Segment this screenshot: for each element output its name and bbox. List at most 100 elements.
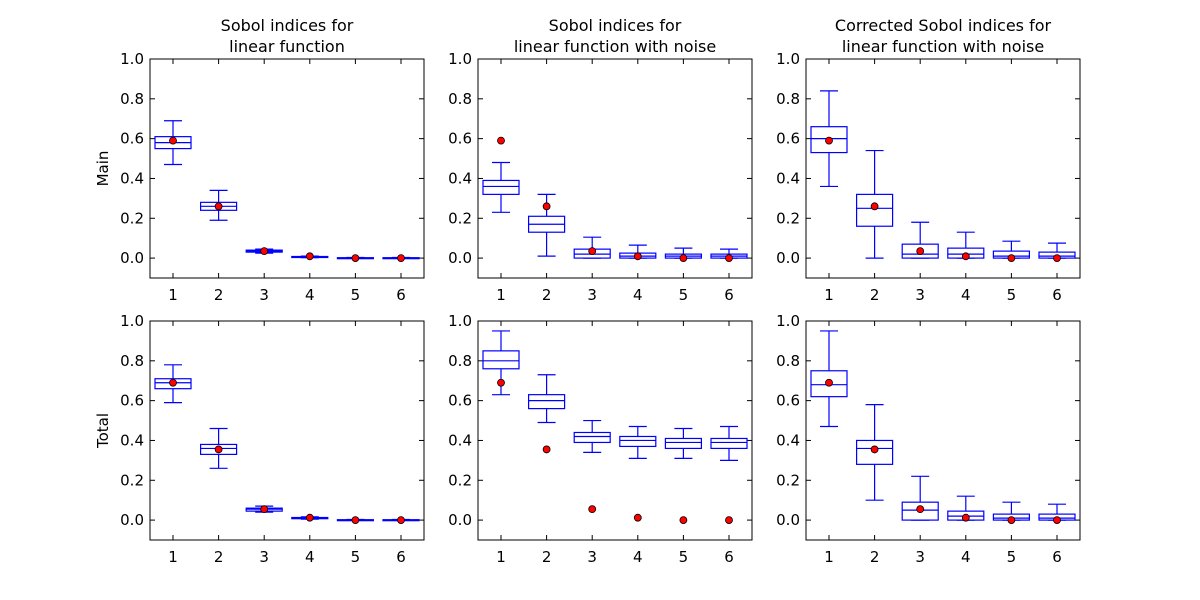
reference-point	[1053, 516, 1061, 524]
box-iqr	[710, 437, 748, 450]
box-iqr	[619, 435, 657, 448]
axes-frame	[149, 320, 425, 541]
reference-point	[679, 516, 688, 524]
box-iqr	[573, 431, 611, 444]
panel-3: Corrected Sobol indices for linear functi…	[776, 16, 1081, 304]
y-tick-label: 0.4	[120, 169, 144, 187]
panel-title-line: linear function with noise	[514, 37, 716, 56]
panel-5: 0.0 0.2 0.4 0.6 0.8 1.0 1 2 3 4 5 6	[448, 312, 753, 566]
x-tick-label: 4	[305, 548, 315, 566]
box-iqr	[664, 437, 703, 450]
y-tick-label: 0.0	[776, 249, 800, 267]
x-tick-label: 5	[679, 548, 689, 566]
y-tick-label: 0.2	[448, 209, 472, 227]
y-tick-label: 0.0	[448, 249, 472, 267]
y-tick-label: 0.6	[448, 130, 472, 148]
box-iqr	[482, 179, 520, 195]
x-tick-label: 1	[496, 286, 506, 304]
x-tick-label: 2	[214, 286, 224, 304]
y-tick-label: 1.0	[120, 312, 144, 330]
reference-point	[1053, 254, 1061, 262]
y-tick-label: 0.6	[776, 392, 800, 410]
box-iqr	[154, 378, 192, 390]
y-tick-label: 0.8	[776, 90, 800, 108]
y-tick-label: 0.0	[120, 249, 144, 267]
y-tick-label: 1.0	[776, 312, 800, 330]
y-tick-label: 0.8	[120, 90, 144, 108]
box-plot-2	[855, 404, 894, 501]
box-plot-1	[810, 330, 848, 428]
reference-point	[169, 136, 177, 145]
y-axis-label: Total	[94, 413, 112, 449]
reference-point	[961, 252, 970, 261]
axes-frame	[477, 58, 753, 279]
x-tick-label: 6	[724, 548, 734, 566]
x-tick-label: 1	[824, 548, 834, 566]
box-plot-2	[200, 189, 238, 221]
y-tick-label: 0.8	[776, 352, 800, 370]
y-tick-label: 1.0	[448, 50, 472, 68]
panel-title-line: linear function with noise	[842, 37, 1044, 56]
y-tick-label: 0.2	[776, 209, 800, 227]
reference-point	[542, 202, 551, 211]
x-tick-label: 6	[1052, 548, 1062, 566]
reference-point	[825, 136, 833, 145]
x-tick-label: 4	[633, 286, 643, 304]
x-tick-label: 2	[870, 286, 880, 304]
box-iqr	[482, 350, 520, 370]
x-tick-label: 6	[1052, 286, 1062, 304]
y-tick-label: 0.4	[776, 169, 800, 187]
x-tick-label: 5	[679, 286, 689, 304]
reference-point	[305, 252, 314, 261]
y-tick-label: 1.0	[776, 50, 800, 68]
x-tick-label: 3	[587, 286, 597, 304]
reference-point	[542, 445, 551, 454]
y-tick-label: 0.2	[120, 209, 144, 227]
reference-point	[351, 254, 360, 262]
y-tick-label: 0.4	[120, 431, 144, 449]
x-tick-label: 5	[351, 286, 361, 304]
box-plot-4	[619, 425, 657, 459]
box-iqr	[855, 439, 894, 465]
x-tick-label: 1	[168, 286, 178, 304]
axes-frame	[477, 320, 753, 541]
reference-point	[214, 445, 223, 454]
reference-point	[961, 513, 970, 522]
x-tick-label: 3	[915, 286, 925, 304]
box-iqr	[810, 126, 848, 154]
y-tick-label: 0.6	[120, 130, 144, 148]
panel-title-line: linear function	[229, 37, 345, 56]
box-iqr	[200, 443, 238, 455]
y-tick-label: 1.0	[120, 50, 144, 68]
box-iqr	[855, 193, 894, 227]
y-tick-label: 0.6	[448, 392, 472, 410]
reference-point	[260, 505, 269, 514]
panel-6: 0.0 0.2 0.4 0.6 0.8 1.0 1 2 3 4 5 6	[776, 312, 1081, 566]
reference-point	[497, 136, 505, 145]
y-tick-label: 0.0	[776, 511, 800, 529]
y-axis-label: Main	[94, 151, 112, 187]
reference-point	[351, 516, 360, 524]
box-iqr	[527, 394, 566, 410]
x-tick-label: 2	[542, 548, 552, 566]
panel-4: Total 0.0 0.2 0.4 0.6 0.8 1.0 1 2 3 4 5 6	[94, 312, 425, 566]
x-tick-label: 1	[824, 286, 834, 304]
box-iqr	[901, 501, 939, 521]
reference-point	[633, 513, 642, 522]
x-tick-label: 3	[587, 548, 597, 566]
y-tick-label: 0.6	[120, 392, 144, 410]
x-tick-label: 2	[542, 286, 552, 304]
reference-point	[870, 445, 879, 454]
reference-point	[497, 378, 505, 387]
reference-point	[305, 513, 314, 522]
y-tick-label: 0.4	[448, 169, 472, 187]
y-tick-label: 0.4	[448, 431, 472, 449]
reference-point	[825, 378, 833, 387]
x-tick-label: 4	[961, 286, 971, 304]
box-plot-5	[664, 427, 703, 459]
x-tick-label: 2	[214, 548, 224, 566]
box-plot-2	[527, 193, 566, 257]
y-tick-label: 0.6	[776, 130, 800, 148]
reference-point	[725, 254, 733, 262]
